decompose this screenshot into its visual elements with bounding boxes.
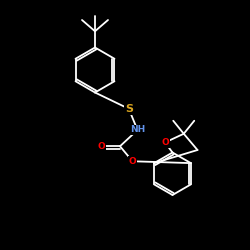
Text: O: O [128,157,136,166]
Text: O: O [161,138,169,147]
Text: S: S [125,104,133,114]
Text: O: O [98,142,105,151]
Text: NH: NH [130,126,145,134]
